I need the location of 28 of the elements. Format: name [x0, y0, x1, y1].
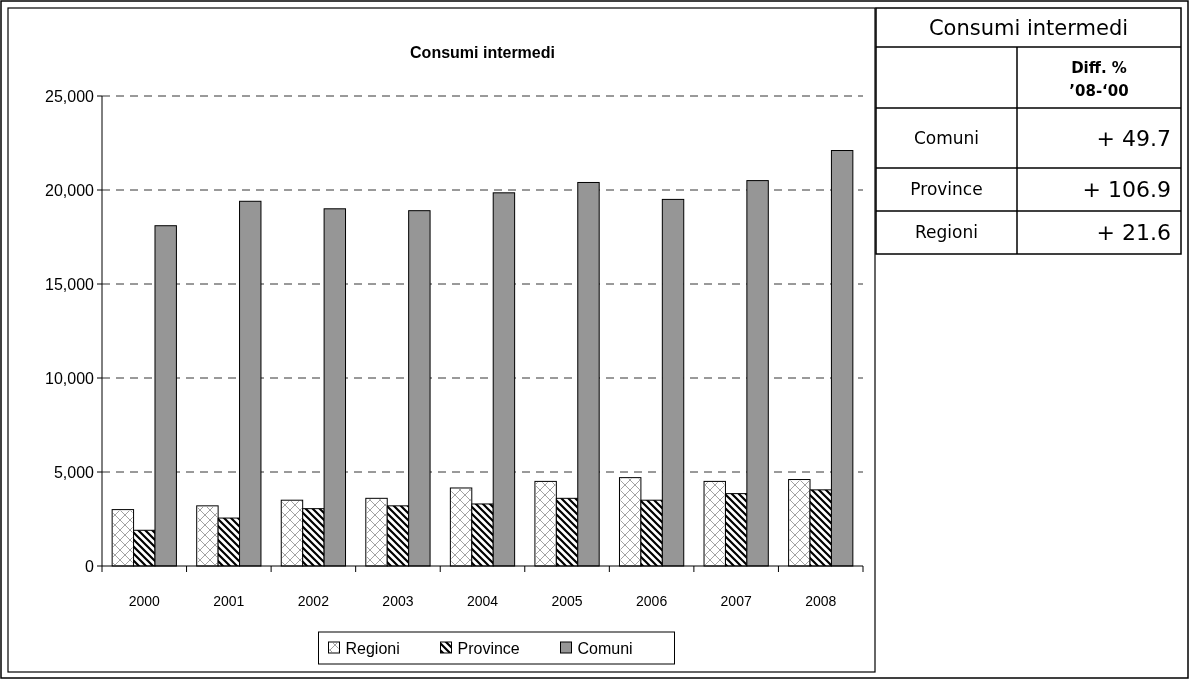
- y-tick-label: 5,000: [53, 463, 95, 481]
- y-tick-label: 0: [85, 557, 95, 575]
- y-tick-label: 10,000: [45, 369, 95, 387]
- category-label: Comuni: [913, 127, 980, 148]
- text: + 21.6: [1096, 220, 1171, 246]
- x-tick-label: 2006: [636, 592, 668, 609]
- y-tick-label: 20,000: [45, 181, 95, 199]
- y-tick-label: 15,000: [45, 275, 95, 293]
- legend-label: Regioni: [345, 639, 400, 657]
- x-tick-label: 2004: [466, 592, 499, 609]
- legend-label: Comuni: [577, 639, 633, 657]
- text: + 106.9: [1082, 177, 1171, 203]
- x-tick-label: 2007: [720, 592, 752, 609]
- text: Diff. %: [1071, 59, 1127, 78]
- y-tick-label: 25,000: [45, 87, 95, 105]
- category-label: Province: [910, 179, 983, 200]
- x-tick-label: 2000: [128, 592, 161, 609]
- text: Consumi intermedi: [928, 16, 1129, 41]
- x-tick-label: 2001: [213, 592, 245, 609]
- chart-title: Consumi intermedi: [410, 44, 555, 61]
- x-tick-label: 2002: [297, 592, 330, 609]
- text: + 49.7: [1096, 125, 1171, 151]
- x-tick-label: 2008: [805, 592, 837, 609]
- category-label: Regioni: [915, 222, 978, 243]
- legend-label: Province: [457, 639, 520, 657]
- x-tick-label: 2005: [551, 592, 583, 609]
- text: ’08-‘00: [1069, 82, 1129, 101]
- x-tick-label: 2003: [382, 592, 414, 609]
